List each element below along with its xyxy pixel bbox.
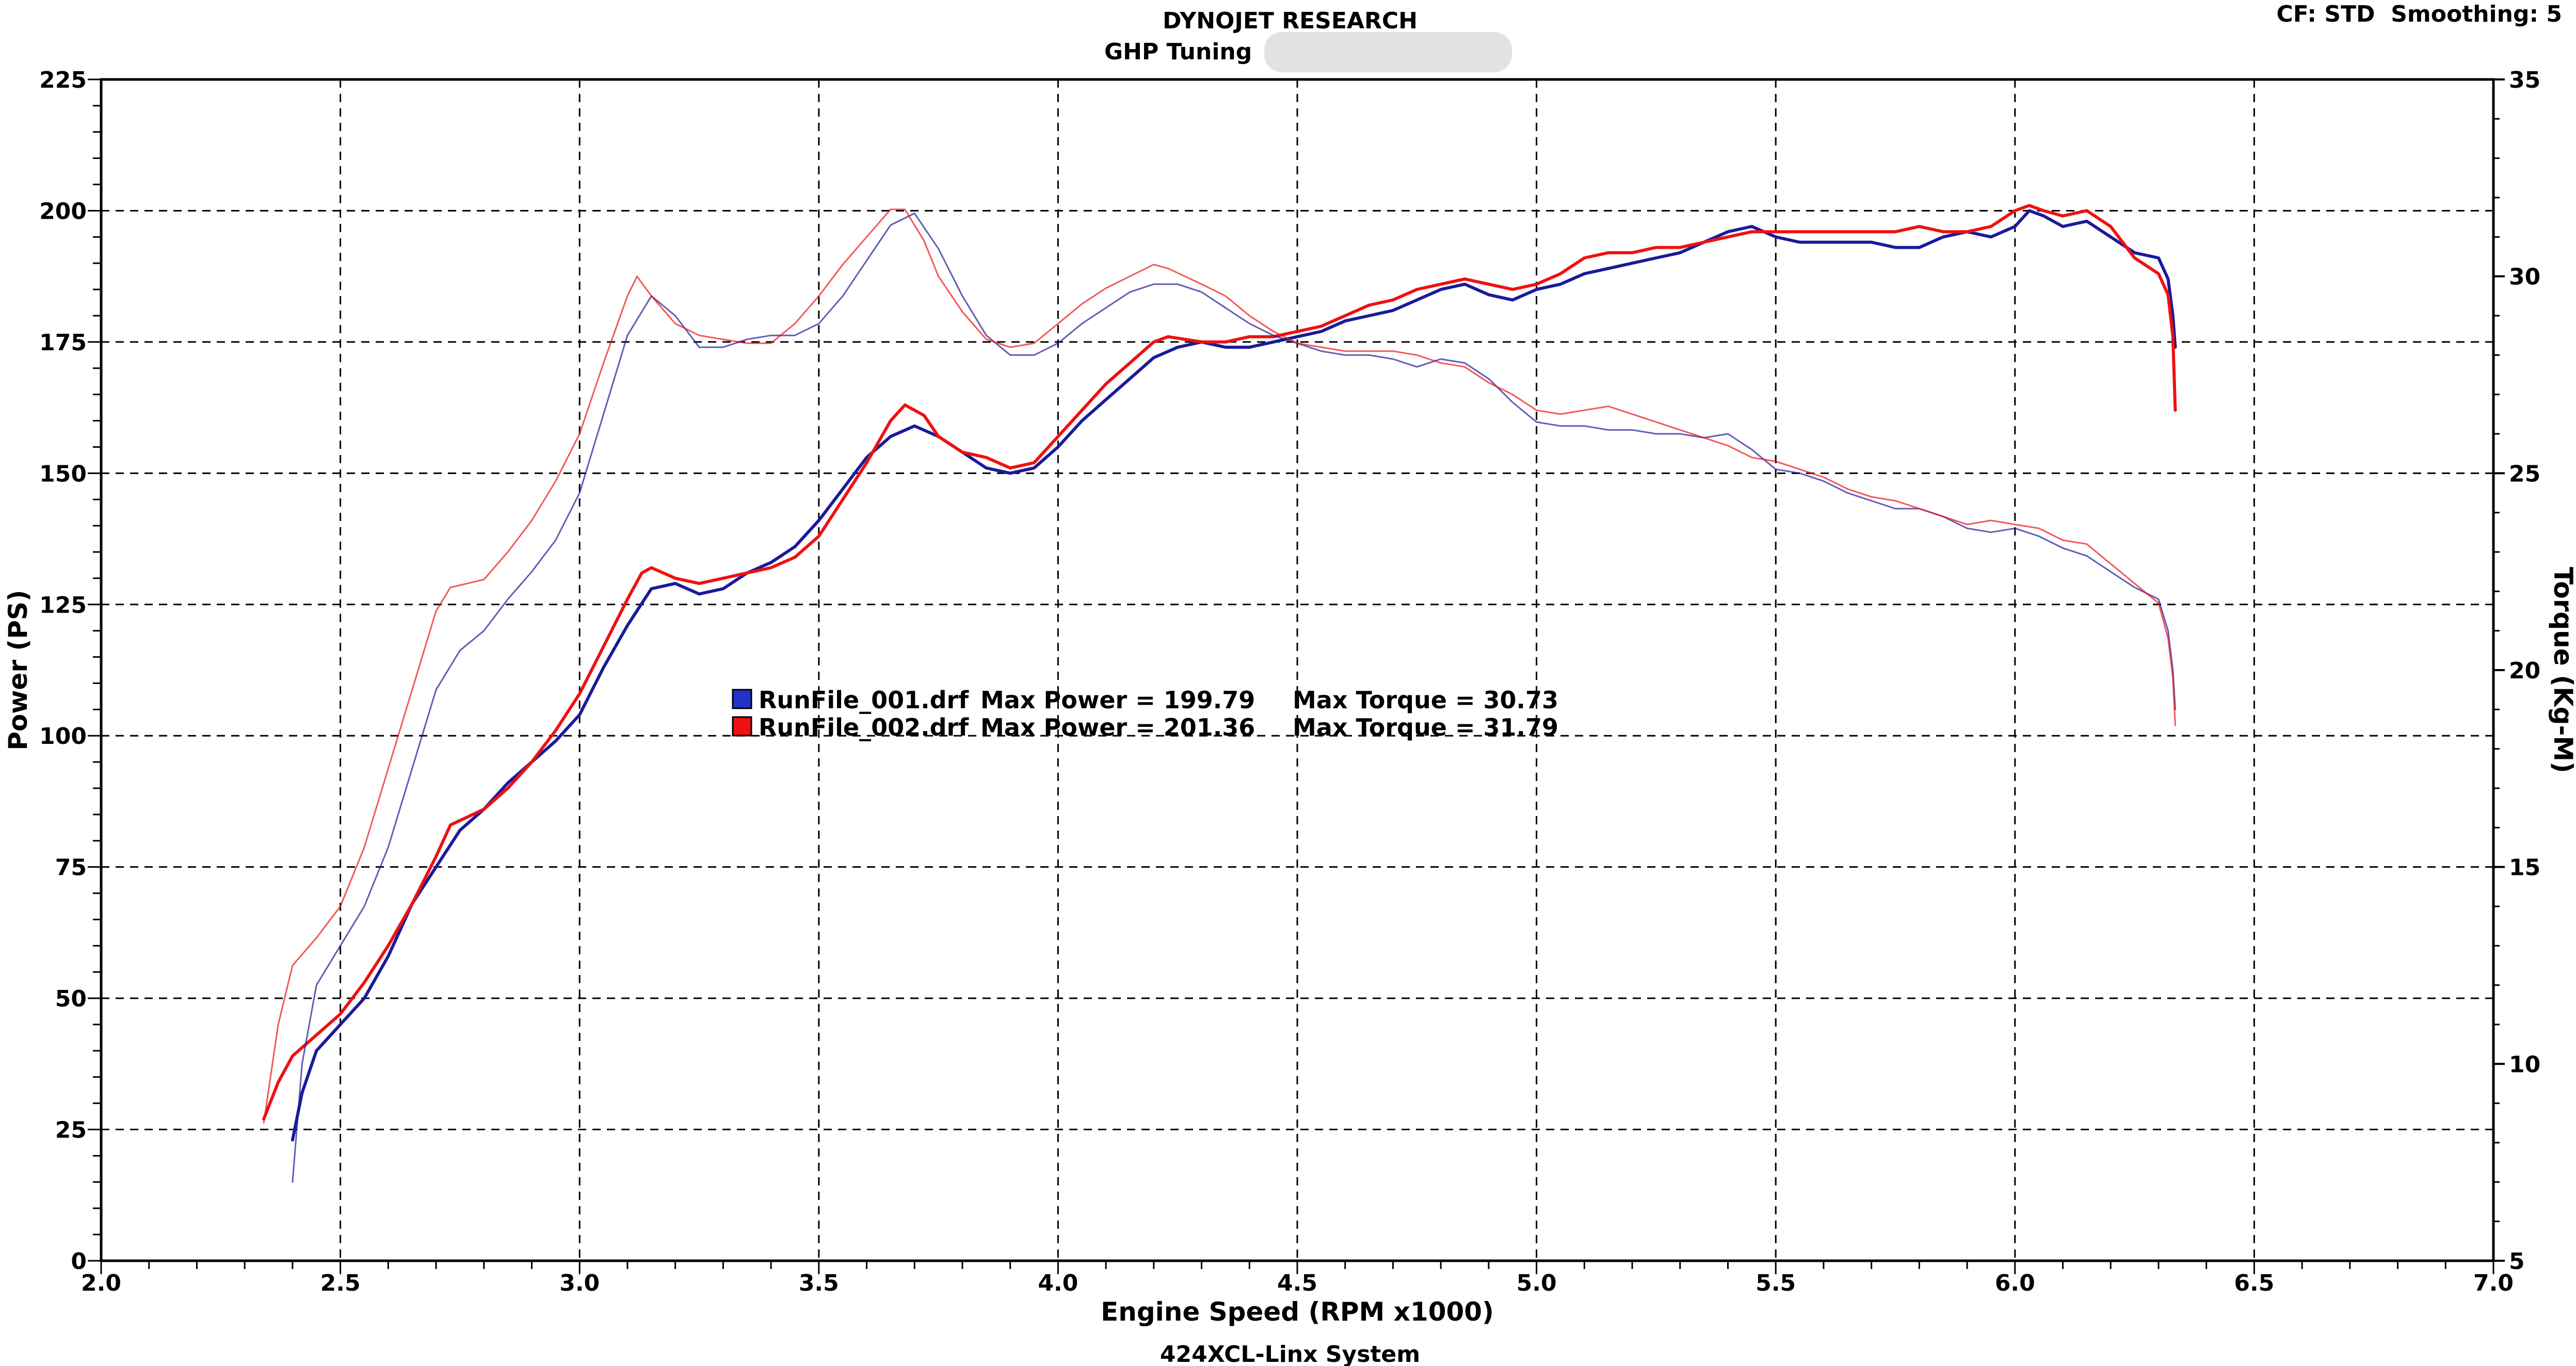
y-tick-label: 225 [39, 67, 87, 93]
y2-tick-label: 10 [2509, 1051, 2540, 1078]
series-line-3 [292, 213, 2176, 1183]
y-left-tick-labels: 0 25 50 75 100 125 150 175 200 225 [39, 67, 87, 1275]
x-tick-label: 2.0 [81, 1270, 121, 1296]
legend-torque-run2: Max Torque = 31.79 [1293, 713, 1558, 741]
x-tick-labels: 2.0 2.5 3.0 3.5 4.0 4.5 5.0 5.5 6.0 6.5 7.0 [81, 1270, 2514, 1296]
x-tick-label: 7.0 [2473, 1270, 2514, 1296]
y-tick-label: 125 [39, 592, 87, 619]
y-tick-label: 25 [55, 1117, 87, 1144]
y-tick-label: 50 [55, 986, 87, 1012]
y-axis-title: Power (PS) [3, 590, 33, 751]
y-tick-label: 0 [71, 1248, 87, 1275]
legend-swatch-run2 [732, 716, 752, 737]
y-tick-label: 75 [55, 855, 87, 881]
y-tick-label: 200 [39, 198, 87, 224]
y2-axis-title: Torque (Kg-M) [2548, 567, 2576, 773]
x-tick-label: 3.0 [559, 1270, 600, 1296]
chart-title: DYNOJET RESEARCH [1163, 8, 1418, 34]
y2-tick-label: 30 [2509, 264, 2540, 290]
legend-entry-run1[interactable]: RunFile_001.drf Max Power = 199.79 Max T… [732, 686, 1558, 714]
y2-tick-label: 5 [2509, 1248, 2525, 1275]
y2-tick-label: 35 [2509, 67, 2540, 93]
footer-label: 424XCL-Linx System [1160, 1341, 1420, 1366]
x-tick-label: 2.5 [320, 1270, 361, 1296]
legend-swatch-run1 [732, 689, 752, 709]
x-tick-label: 4.0 [1038, 1270, 1078, 1296]
grid [101, 79, 2493, 1261]
chart-subtitle: GHP Tuning [1104, 39, 1252, 65]
x-tick-label: 5.0 [1517, 1270, 1557, 1296]
series-line-4 [263, 208, 2176, 1124]
x-tick-label: 6.5 [2234, 1270, 2274, 1296]
legend-power-run2: Max Power = 201.36 [980, 713, 1255, 741]
x-axis-title: Engine Speed (RPM x1000) [1101, 1297, 1494, 1327]
redacted-subtitle-block [1264, 32, 1512, 72]
legend-torque-run1: Max Torque = 30.73 [1293, 686, 1558, 714]
legend-entry-run2[interactable]: RunFile_002.drf Max Power = 201.36 Max T… [732, 713, 1558, 741]
series-line-1 [291, 209, 2177, 1142]
x-tick-label: 3.5 [799, 1270, 839, 1296]
y2-tick-label: 25 [2509, 461, 2540, 487]
settings-label: CF: STD Smoothing: 5 [2276, 1, 2562, 27]
legend-power-run1: Max Power = 199.79 [980, 686, 1255, 714]
x-tick-label: 5.5 [1756, 1270, 1796, 1296]
x-tick-label: 6.0 [1995, 1270, 2035, 1296]
y-tick-label: 150 [39, 461, 87, 487]
legend-file-run1: RunFile_001.drf [759, 686, 969, 714]
series-layer [262, 204, 2177, 1183]
legend-file-run2: RunFile_002.drf [759, 713, 969, 741]
y2-tick-label: 20 [2509, 658, 2540, 684]
y-tick-label: 175 [39, 330, 87, 356]
legend: RunFile_001.drf Max Power = 199.79 Max T… [732, 686, 1558, 741]
minor-ticks [88, 78, 2505, 1274]
series-line-2 [262, 204, 2177, 1121]
y-tick-label: 100 [39, 723, 87, 750]
y2-tick-label: 15 [2509, 855, 2540, 881]
y-right-tick-labels: 5 10 15 20 25 30 35 [2509, 67, 2540, 1275]
x-tick-label: 4.5 [1277, 1270, 1317, 1296]
